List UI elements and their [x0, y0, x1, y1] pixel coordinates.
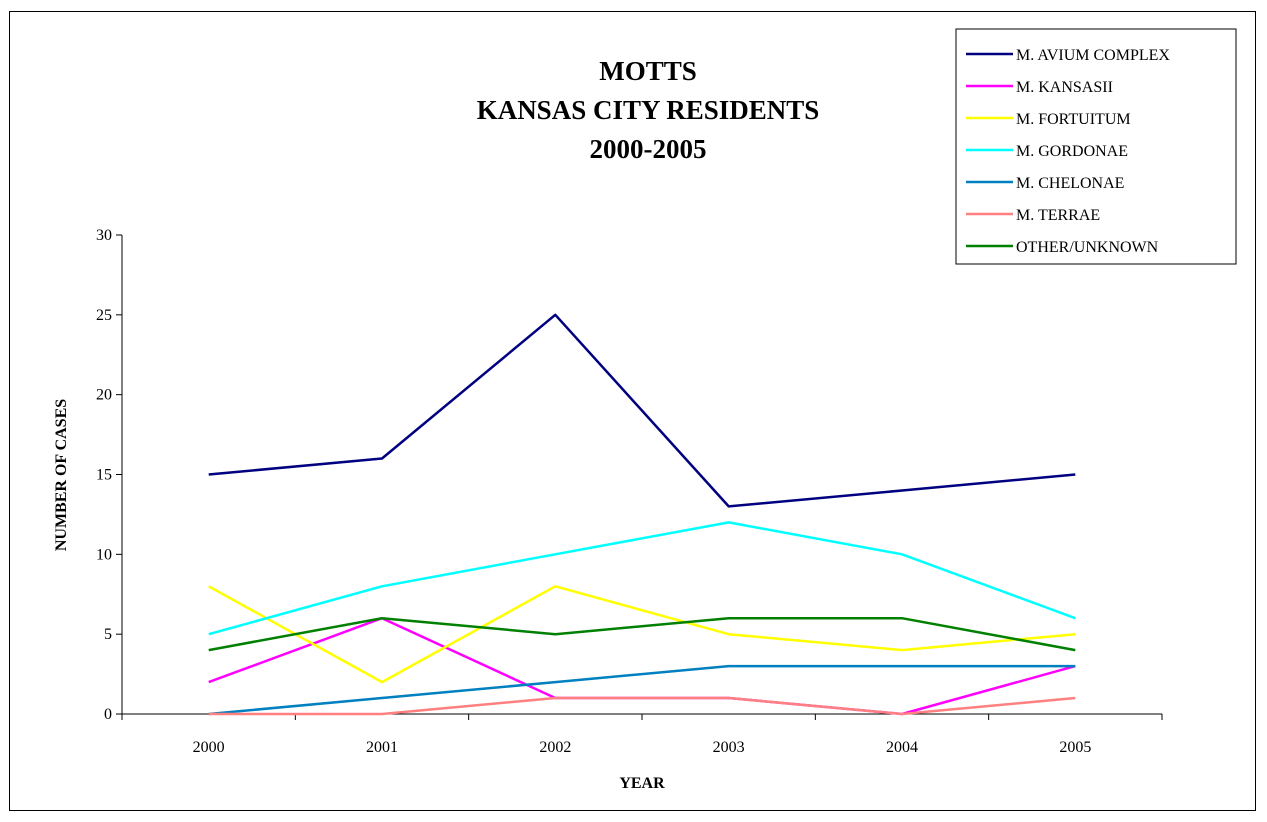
y-tick-label: 25 [96, 307, 112, 324]
y-axis-label: NUMBER OF CASES [53, 399, 70, 551]
legend: M. AVIUM COMPLEX M. KANSASII M. FORTUITUM M… [955, 28, 1237, 265]
axes [121, 235, 1162, 715]
series-line-m-avium-complex [208, 313, 1076, 508]
series-line-m-terrae [208, 696, 1076, 716]
legend-label-m-fortuitum: M. FORTUITUM [1016, 111, 1131, 128]
x-tick-label: 2004 [886, 739, 918, 756]
x-tick-label: 2001 [366, 739, 398, 756]
x-tick-label: 2000 [193, 739, 225, 756]
x-axis-ticks: 2000 2001 2002 2003 2004 2005 [121, 714, 1163, 756]
y-tick-label: 20 [96, 387, 112, 404]
y-tick-label: 15 [96, 467, 112, 484]
x-axis-label: YEAR [619, 775, 665, 792]
series-line-m-fortuitum [208, 585, 1076, 684]
series-line-m-gordonae [208, 521, 1076, 636]
y-axis-ticks: 0 5 10 15 20 25 30 [96, 227, 122, 723]
legend-box [955, 28, 1237, 265]
x-tick-label: 2005 [1059, 739, 1091, 756]
y-tick-label: 0 [104, 706, 112, 723]
legend-label-m-terrae: M. TERRAE [1016, 207, 1100, 224]
chart-title: MOTTS KANSAS CITY RESIDENTS 2000-2005 [477, 56, 820, 164]
x-tick-label: 2002 [539, 739, 571, 756]
series-line-other-unknown [208, 616, 1076, 652]
chart-title-line-1: MOTTS [599, 56, 697, 86]
legend-label-m-chelonae: M. CHELONAE [1016, 175, 1124, 192]
y-tick-label: 30 [96, 227, 112, 244]
legend-label-other-unknown: OTHER/UNKNOWN [1016, 239, 1159, 256]
legend-label-m-gordonae: M. GORDONAE [1016, 143, 1128, 160]
chart-title-line-2: KANSAS CITY RESIDENTS [477, 95, 820, 125]
y-tick-label: 5 [104, 626, 112, 643]
series-line-m-chelonae [208, 664, 1076, 716]
legend-label-m-avium-complex: M. AVIUM COMPLEX [1016, 47, 1170, 64]
series-lines [208, 313, 1076, 716]
line-chart: MOTTS KANSAS CITY RESIDENTS 2000-2005 0 5… [53, 28, 1237, 792]
chart-title-line-3: 2000-2005 [590, 134, 707, 164]
x-tick-label: 2003 [713, 739, 745, 756]
chart-frame: MOTTS KANSAS CITY RESIDENTS 2000-2005 0 5… [9, 11, 1256, 811]
legend-label-m-kansasii: M. KANSASII [1016, 79, 1113, 96]
y-tick-label: 10 [96, 546, 112, 563]
